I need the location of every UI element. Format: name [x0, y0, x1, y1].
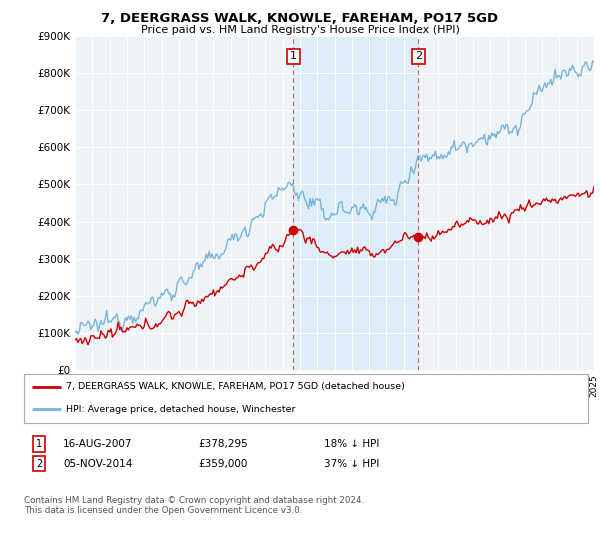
Text: HPI: Average price, detached house, Winchester: HPI: Average price, detached house, Winc…: [66, 405, 296, 414]
Bar: [293, 36, 418, 370]
Text: 37% ↓ HPI: 37% ↓ HPI: [324, 459, 379, 469]
Text: 7, DEERGRASS WALK, KNOWLE, FAREHAM, PO17 5GD (detached house): 7, DEERGRASS WALK, KNOWLE, FAREHAM, PO17…: [66, 382, 405, 391]
Text: 05-NOV-2014: 05-NOV-2014: [63, 459, 133, 469]
Text: Price paid vs. HM Land Registry's House Price Index (HPI): Price paid vs. HM Land Registry's House …: [140, 25, 460, 35]
Text: 2: 2: [415, 52, 422, 62]
Text: Contains HM Land Registry data © Crown copyright and database right 2024.
This d: Contains HM Land Registry data © Crown c…: [24, 496, 364, 515]
Text: £359,000: £359,000: [198, 459, 247, 469]
Text: 16-AUG-2007: 16-AUG-2007: [63, 439, 133, 449]
Text: £378,295: £378,295: [198, 439, 248, 449]
Text: 2: 2: [36, 459, 42, 469]
Text: 18% ↓ HPI: 18% ↓ HPI: [324, 439, 379, 449]
Text: 1: 1: [290, 52, 297, 62]
Text: 7, DEERGRASS WALK, KNOWLE, FAREHAM, PO17 5GD: 7, DEERGRASS WALK, KNOWLE, FAREHAM, PO17…: [101, 12, 499, 25]
Text: 1: 1: [36, 439, 42, 449]
